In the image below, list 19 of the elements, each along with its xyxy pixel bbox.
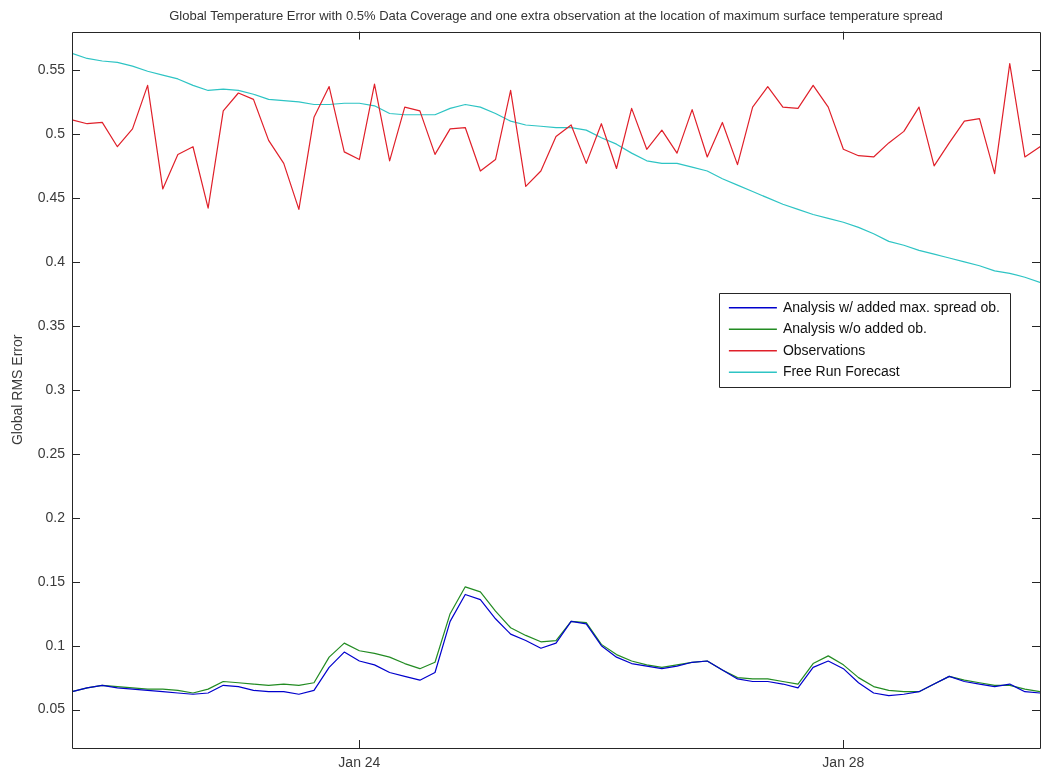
y-tick-label: 0.15 bbox=[37, 572, 66, 589]
legend-label: Analysis w/ added max. spread ob. bbox=[782, 298, 1001, 315]
chart-title: Global Temperature Error with 0.5% Data Coverage and one extra observation at the location of maximum surface temperature spread bbox=[169, 8, 943, 24]
x-tick-label: Jan 28 bbox=[822, 754, 865, 771]
y-tick-label: 0.2 bbox=[45, 508, 66, 525]
legend-label: Analysis w/o added ob. bbox=[782, 320, 927, 337]
y-tick-label: 0.05 bbox=[37, 700, 66, 717]
y-tick-label: 0.45 bbox=[37, 188, 66, 205]
y-tick-label: 0.4 bbox=[45, 252, 66, 269]
y-tick-label: 0.5 bbox=[45, 124, 66, 141]
y-tick-label: 0.35 bbox=[37, 316, 66, 333]
y-tick-label: 0.55 bbox=[37, 60, 66, 77]
x-tick-label: Jan 24 bbox=[338, 754, 381, 771]
y-tick-label: 0.1 bbox=[45, 636, 66, 653]
y-axis-title: Global RMS Error bbox=[9, 334, 26, 446]
y-tick-label: 0.25 bbox=[37, 444, 66, 461]
y-tick-label: 0.3 bbox=[45, 380, 66, 397]
legend-label: Free Run Forecast bbox=[782, 363, 900, 380]
legend-label: Observations bbox=[782, 341, 866, 358]
